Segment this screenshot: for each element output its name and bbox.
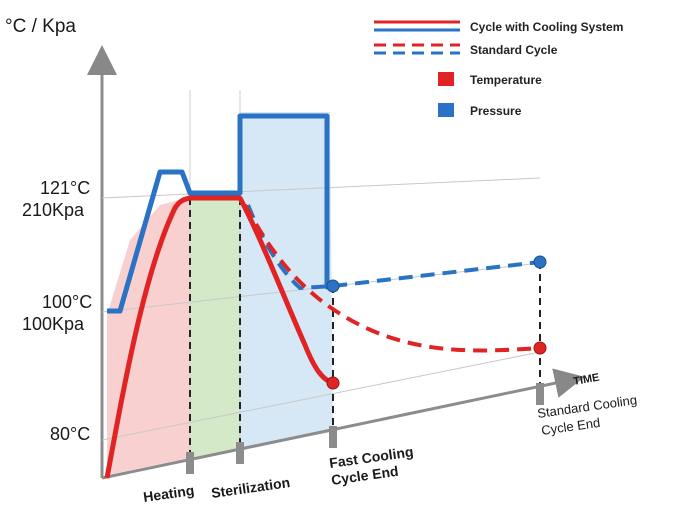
legend-swatch-temperature bbox=[438, 72, 454, 86]
legend-label-cooling-system: Cycle with Cooling System bbox=[470, 20, 623, 34]
legend-label-pressure: Pressure bbox=[470, 104, 522, 118]
temperature-fast-end-marker bbox=[326, 376, 340, 390]
gridline-80 bbox=[101, 351, 541, 441]
y-tick-80-line1: 80°C bbox=[50, 424, 90, 444]
y-tick-100-line2: 100Kpa bbox=[22, 314, 85, 334]
temperature-standard-end-marker bbox=[533, 341, 547, 355]
heating-phase-fill bbox=[107, 197, 190, 475]
y-tick-121-line2: 210Kpa bbox=[22, 200, 85, 220]
sterilization-phase-fill bbox=[190, 197, 240, 458]
x-axis-label: TIME bbox=[572, 372, 600, 388]
legend: Cycle with Cooling System Standard Cycle… bbox=[374, 20, 623, 118]
tick-fast-cooling-end bbox=[329, 426, 337, 448]
legend-label-temperature: Temperature bbox=[470, 73, 542, 87]
temperature-cooling-system-line bbox=[104, 195, 334, 479]
pressure-cooling-system-line bbox=[107, 113, 333, 314]
legend-label-standard-cycle: Standard Cycle bbox=[470, 43, 558, 57]
pressure-standard-end-marker bbox=[533, 255, 547, 269]
tick-heating bbox=[186, 452, 194, 474]
tick-sterilization bbox=[236, 442, 244, 464]
pressure-fast-end-marker bbox=[326, 279, 340, 293]
tick-standard-cooling-end bbox=[536, 383, 544, 405]
cooling-phase-fill bbox=[240, 112, 333, 448]
temperature-standard-line bbox=[243, 204, 541, 353]
legend-swatch-pressure bbox=[438, 103, 454, 117]
gridline-121 bbox=[101, 177, 541, 199]
x-tick-heating: Heating bbox=[142, 482, 195, 505]
y-axis-label: °C / Kpa bbox=[5, 16, 76, 37]
x-tick-sterilization: Sterilization bbox=[210, 474, 291, 501]
pressure-standard-line bbox=[246, 204, 541, 291]
y-tick-121-line1: 121°C bbox=[40, 178, 90, 198]
y-tick-100-line1: 100°C bbox=[42, 292, 92, 312]
